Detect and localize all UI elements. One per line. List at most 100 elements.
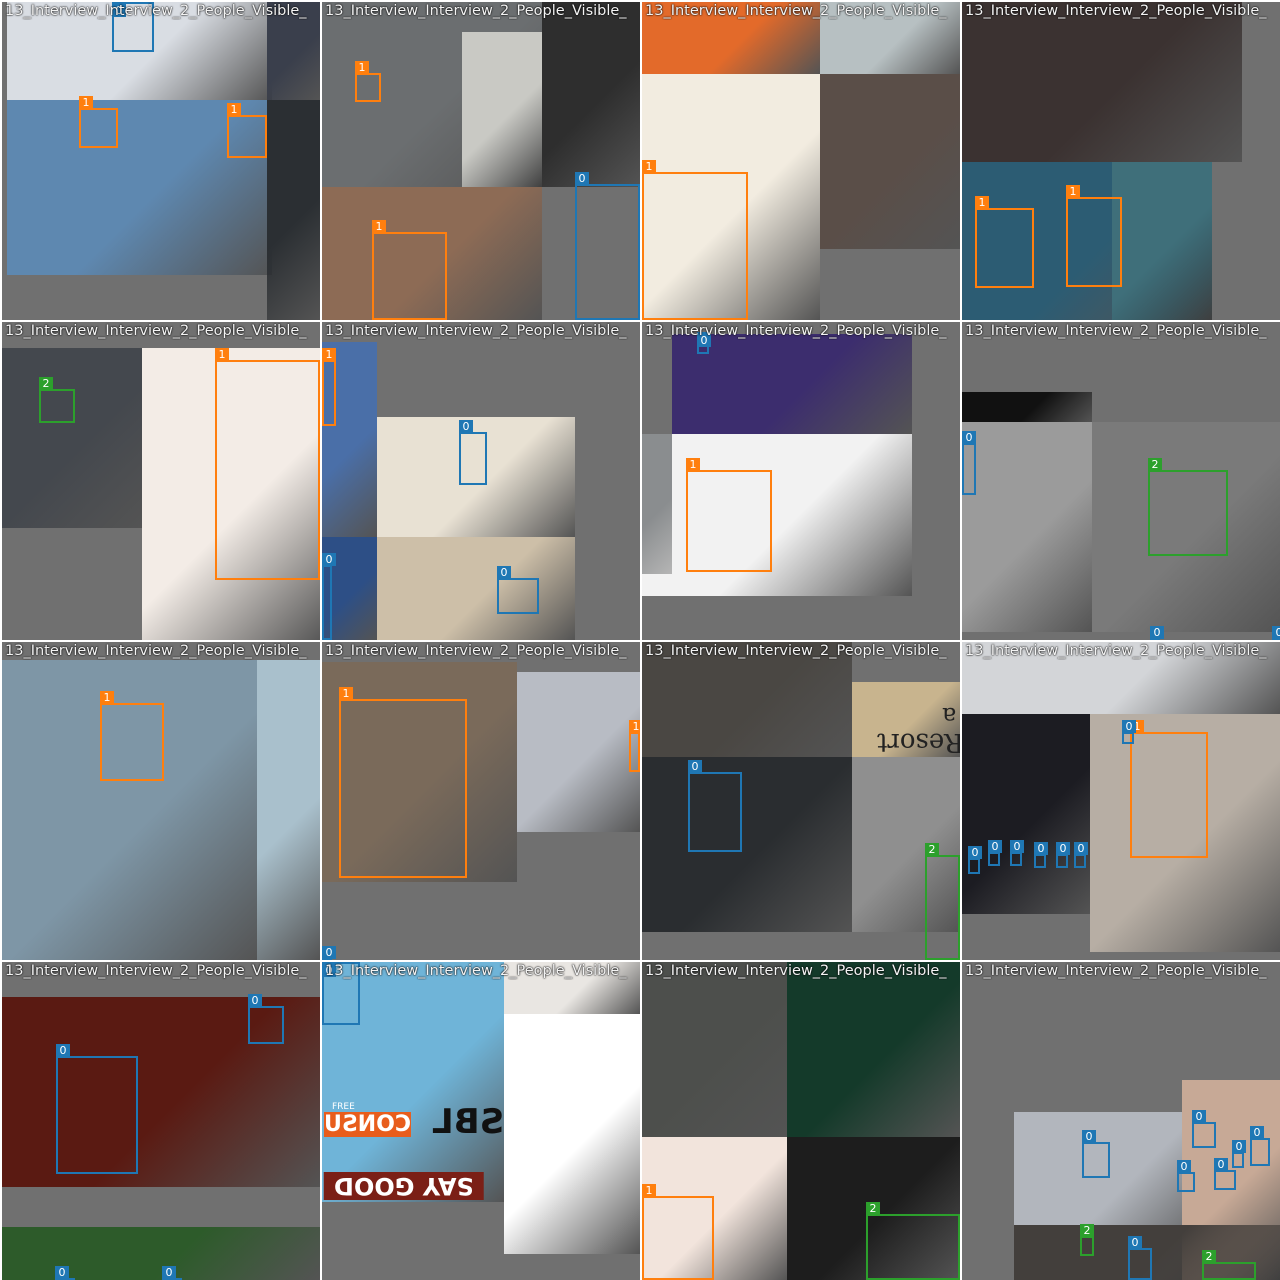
mosaic-tile-11: 1 0 0 0 0 0 0 0 13_Interview_Interview_2_People_… xyxy=(962,642,1280,960)
photo-patch xyxy=(322,342,377,537)
detection-class-label: 1 xyxy=(642,160,656,173)
mosaic-tile-12: 0 0 0 0 13_Interview_Interview_2_People_Visi… xyxy=(2,962,320,1280)
detection-box: 0 xyxy=(697,332,711,354)
detection-box: 0 xyxy=(968,846,982,874)
detection-box: 0 xyxy=(459,420,487,485)
detection-class-label: 1 xyxy=(1066,185,1080,198)
photo-patch xyxy=(642,2,820,74)
detection-class-label: 0 xyxy=(688,760,702,773)
photo-patch xyxy=(1112,162,1212,320)
detection-box: 0 xyxy=(1128,1236,1152,1280)
photo-patch xyxy=(1090,714,1280,952)
detection-box: 1 xyxy=(686,458,772,572)
photo-patch xyxy=(642,74,820,320)
detection-box: 0 xyxy=(322,553,336,640)
tile-filename-title: 13_Interview_Interview_2_People_Visible_ xyxy=(645,3,947,19)
detection-box: 1 xyxy=(1066,185,1122,287)
detection-box: 1 xyxy=(79,96,118,148)
detection-box: 2 xyxy=(925,843,960,960)
poster-text: CONSU xyxy=(324,1112,411,1137)
tile-filename-title: 13_Interview_Interview_2_People_Visible_ xyxy=(325,963,627,979)
photo-patch xyxy=(642,434,672,574)
detection-class-label: 1 xyxy=(227,103,241,116)
detection-class-label: 0 xyxy=(1074,842,1088,855)
detection-box: 1 xyxy=(227,103,267,158)
detection-class-label: 0 xyxy=(1128,1236,1142,1249)
photo-patch xyxy=(642,1137,787,1280)
tile-filename-title: 13_Interview_Interview_2_People_Visible_ xyxy=(5,963,307,979)
detection-class-label: 1 xyxy=(339,687,353,700)
detection-class-label: 2 xyxy=(866,1202,880,1215)
poster-text: FREE xyxy=(332,1102,355,1112)
tile-filename-title: 13_Interview_Interview_2_People_Visible_ xyxy=(645,963,947,979)
mosaic-tile-7: 0 2 0 0 13_Interview_Interview_2_People_Visi… xyxy=(962,322,1280,640)
detection-box: 0 xyxy=(55,1266,75,1280)
mosaic-tile-9: 1 1 0 13_Interview_Interview_2_People_Visib… xyxy=(322,642,640,960)
detection-class-label: 0 xyxy=(697,334,711,347)
tile-filename-title: 13_Interview_Interview_2_People_Visible_ xyxy=(5,323,307,339)
detection-box: 1 xyxy=(629,720,640,772)
detection-box: 1 xyxy=(1130,720,1208,858)
mosaic-tile-0: 1 1 0 13_Interview_Interview_2_People_Visib… xyxy=(2,2,320,320)
detection-box: 0 xyxy=(962,431,976,495)
photo-patch xyxy=(820,74,960,249)
detection-class-label: 1 xyxy=(642,1184,656,1197)
detection-box: 0 xyxy=(1034,842,1048,868)
detection-box: 0 xyxy=(1074,842,1088,868)
detection-class-label: 1 xyxy=(372,220,386,233)
poster-text: SAY GOOD xyxy=(324,1172,484,1200)
detection-class-label: 0 xyxy=(1122,720,1136,733)
detection-box: 0 xyxy=(1082,1130,1110,1178)
detection-class-label: 1 xyxy=(686,458,700,471)
detection-box: 1 xyxy=(355,61,381,102)
detection-box: 1 xyxy=(372,220,447,320)
photo-patch xyxy=(267,2,320,100)
photo-patch xyxy=(820,2,960,74)
detection-class-label: 0 xyxy=(497,566,511,579)
tile-filename-title: 13_Interview_Interview_2_People_Visible_ xyxy=(965,3,1267,19)
tile-filename-title: 13_Interview_Interview_2_People_Visible_ xyxy=(645,323,947,339)
photo-patch xyxy=(322,962,504,1202)
mosaic-tile-2: 1 13_Interview_Interview_2_People_Visible… xyxy=(642,2,960,320)
photo-patch xyxy=(642,642,852,757)
detection-box: 0 xyxy=(988,840,1002,866)
tile-filename-title: 13_Interview_Interview_2_People_Visible_ xyxy=(965,323,1267,339)
detection-class-label: 1 xyxy=(975,196,989,209)
detection-class-label: 1 xyxy=(322,348,336,361)
detection-box: 1 xyxy=(100,691,164,781)
detection-class-label: 0 xyxy=(968,846,982,859)
detection-class-label: 1 xyxy=(629,720,640,733)
detection-box: 0 xyxy=(1056,842,1070,868)
detection-box: 1 xyxy=(642,1184,714,1280)
photo-patch xyxy=(2,348,142,528)
poster-text: SBL xyxy=(432,1102,505,1142)
detection-box: 0 xyxy=(688,760,742,852)
photo-patch xyxy=(642,962,787,1137)
mosaic-tile-13: SBL CONSU FREE SAY GOOD 0 13_Interview_Interv… xyxy=(322,962,640,1280)
detection-box: 0 xyxy=(1232,1140,1246,1168)
tile-filename-title: 13_Interview_Interview_2_People_Visible_ xyxy=(5,3,307,19)
photo-patch xyxy=(257,660,320,960)
detection-class-label: 0 xyxy=(55,1266,69,1279)
photo-patch xyxy=(542,2,640,187)
detection-class-label: 0 xyxy=(575,172,589,185)
photo-patch xyxy=(504,962,640,1014)
mosaic-tile-8: 1 13_Interview_Interview_2_People_Visible… xyxy=(2,642,320,960)
photo-patch xyxy=(642,757,852,932)
photo-patch xyxy=(642,434,912,596)
photo-patch xyxy=(962,2,1242,162)
detection-box: 0 xyxy=(575,172,640,320)
photo-patch xyxy=(962,714,1090,914)
mosaic-tile-3: 1 1 13_Interview_Interview_2_People_Visibl… xyxy=(962,2,1280,320)
detection-box: 2 xyxy=(1080,1224,1094,1256)
photo-patch xyxy=(787,962,960,1137)
detection-box: 0 xyxy=(497,566,539,614)
photo-patch xyxy=(962,392,1092,422)
photo-patch xyxy=(2,997,320,1187)
detection-class-label: 0 xyxy=(1034,842,1048,855)
detection-class-label: 2 xyxy=(1148,458,1162,471)
detection-class-label: 0 xyxy=(1214,1158,1228,1171)
detection-box: 0 xyxy=(248,994,284,1044)
detection-box: 1 xyxy=(322,348,336,426)
detection-box: 0 xyxy=(1177,1160,1195,1192)
